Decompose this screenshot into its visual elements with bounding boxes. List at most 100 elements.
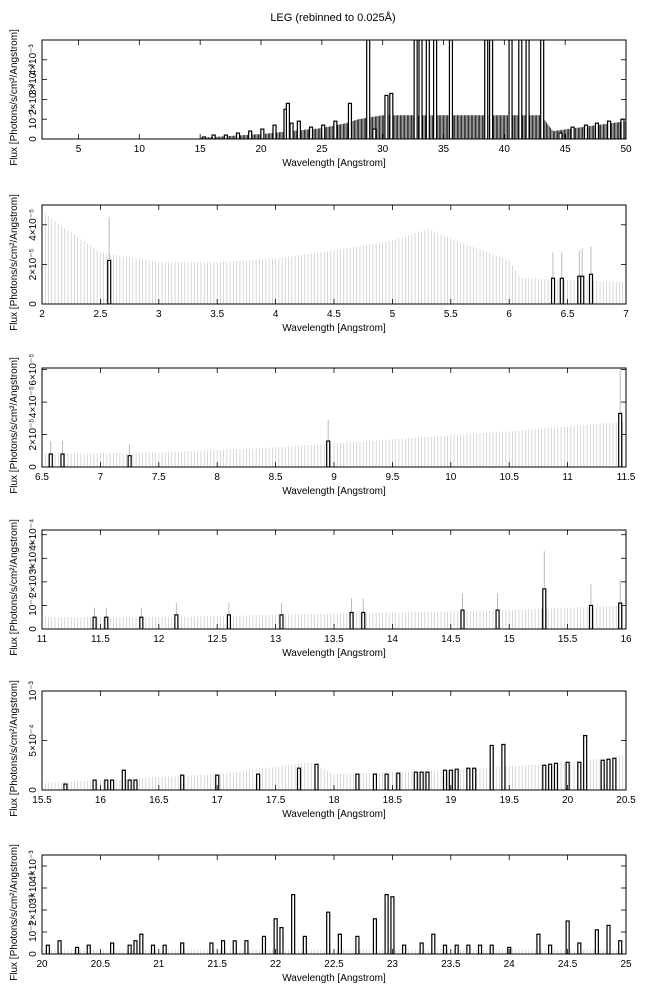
histogram-bar <box>442 944 448 954</box>
histogram-bar <box>419 771 424 790</box>
y-axis-label: Flux [Photons/s/cm²/Angstrom] <box>9 194 20 331</box>
x-tick-label: 50 <box>620 144 632 155</box>
histogram-bar <box>384 94 389 139</box>
x-tick-label: 16.5 <box>149 795 169 806</box>
x-tick-label: 11 <box>37 634 48 645</box>
x-tick-label: 6 <box>506 309 512 320</box>
figure-title: LEG (rebinned to 0.025Å) <box>270 11 395 24</box>
histogram-bar <box>425 40 430 139</box>
histogram-bar <box>588 604 594 629</box>
y-tick-label: 4×10⁻⁵ <box>28 209 39 241</box>
histogram-bar <box>133 940 138 954</box>
y-axis-label: Flux [Photons/s/cm²/Angstrom] <box>9 29 20 166</box>
histogram-bar <box>256 773 261 790</box>
histogram-bar <box>577 761 582 790</box>
x-axis-label: Wavelength [Angstrom] <box>282 648 386 659</box>
x-tick-label: 15 <box>195 144 207 155</box>
histogram-bar <box>448 769 453 790</box>
histogram-bar <box>127 779 132 790</box>
histogram-bar <box>606 120 612 139</box>
x-tick-label: 25 <box>620 959 632 970</box>
x-tick-label: 19 <box>445 795 457 806</box>
y-tick-label: 2×10⁻³ <box>28 894 39 926</box>
histogram-bar <box>466 944 471 954</box>
x-tick-label: 7.5 <box>152 472 166 483</box>
histogram-bar <box>419 942 424 954</box>
x-tick-label: 8 <box>214 472 220 483</box>
histogram-bar <box>548 944 553 954</box>
x-tick-label: 23 <box>387 959 399 970</box>
x-tick-label: 20.5 <box>91 959 111 970</box>
x-tick-label: 9 <box>331 472 337 483</box>
x-tick-label: 11 <box>562 472 573 483</box>
histogram-bar <box>232 940 237 954</box>
histogram-bar <box>570 126 575 139</box>
x-tick-label: 4 <box>273 309 279 320</box>
x-tick-label: 14 <box>387 634 399 645</box>
histogram-bar <box>389 92 394 139</box>
histogram-bar <box>577 942 582 954</box>
histogram-bar <box>121 769 126 790</box>
histogram-bar <box>162 944 167 954</box>
histogram-bar <box>174 614 179 629</box>
histogram-bar <box>215 774 220 790</box>
histogram-bar <box>180 774 185 790</box>
histogram-bar <box>248 130 253 139</box>
histogram-bar <box>583 124 589 139</box>
y-tick-label: 0 <box>28 464 39 470</box>
histogram-bar <box>372 128 377 139</box>
histogram-bar <box>425 771 430 790</box>
x-tick-label: 16 <box>95 795 107 806</box>
x-tick-label: 20 <box>255 144 267 155</box>
chart-panel-6: 20 20.5 21 21.5 22 22.5 23 23.5 24 24.5 25 0 10⁻³2×1… <box>9 844 632 984</box>
histogram-bar <box>273 918 278 954</box>
x-tick-label: 17 <box>212 795 224 806</box>
histogram-bar <box>454 768 459 790</box>
histogram-bar <box>133 779 138 790</box>
histogram-bar <box>110 779 115 790</box>
histogram-bar <box>396 772 401 790</box>
x-tick-label: 15.5 <box>558 634 578 645</box>
histogram-bar <box>296 120 301 139</box>
x-tick-label: 12.5 <box>207 634 227 645</box>
histogram-bar <box>495 609 500 629</box>
chart-panel-3: 6.5 7 7.5 8 8.5 9 9.5 10 10.5 11 11.5 0 2×10⁻⁵4×10⁻⁵… <box>9 354 636 497</box>
x-tick-label: 2 <box>39 309 45 320</box>
histogram-bar <box>333 120 338 139</box>
histogram-bar <box>347 102 353 139</box>
histogram-bar <box>402 944 407 954</box>
histogram-bar <box>201 136 207 139</box>
y-tick-label: 6×10⁻⁵ <box>28 354 39 386</box>
histogram-bar <box>433 40 438 139</box>
plot-area <box>42 734 624 790</box>
histogram-bar <box>296 767 302 790</box>
x-tick-label: 19.5 <box>499 795 519 806</box>
x-tick-label: 20.5 <box>616 795 636 806</box>
plot-area <box>42 893 624 954</box>
histogram-bar <box>620 118 625 139</box>
x-tick-label: 6.5 <box>35 472 49 483</box>
histogram-bar <box>542 588 547 629</box>
histogram-bar <box>489 744 494 790</box>
histogram-bar <box>110 942 115 954</box>
x-tick-label: 40 <box>499 144 511 155</box>
y-tick-label: 10⁻³ <box>28 680 39 700</box>
y-axis-label: Flux [Photons/s/cm²/Angstrom] <box>9 680 20 817</box>
x-tick-label: 4.5 <box>327 309 341 320</box>
x-tick-label: 10.5 <box>499 472 519 483</box>
x-tick-label: 8.5 <box>269 472 283 483</box>
histogram-bar <box>594 929 599 954</box>
y-tick-label: 10⁻³ <box>28 921 39 941</box>
x-axis-label: Wavelength [Angstrom] <box>282 486 386 497</box>
y-tick-label: 3×10⁻³ <box>28 872 39 904</box>
x-tick-label: 22.5 <box>324 959 344 970</box>
histogram-bar <box>372 773 378 790</box>
histogram-bar <box>285 102 290 139</box>
chart-panel-2: 2 2.5 3 3.5 4 4.5 5 5.5 6 6.5 7 0 2×10⁻⁵ 4×10⁻⁵ Wavele… <box>9 194 629 334</box>
plot-area <box>42 551 624 629</box>
histogram-bar <box>361 611 366 629</box>
histogram-bar <box>460 609 465 629</box>
y-tick-label: 2×10⁻⁵ <box>28 419 39 451</box>
y-tick-label: 4×10⁻³ <box>28 850 39 882</box>
